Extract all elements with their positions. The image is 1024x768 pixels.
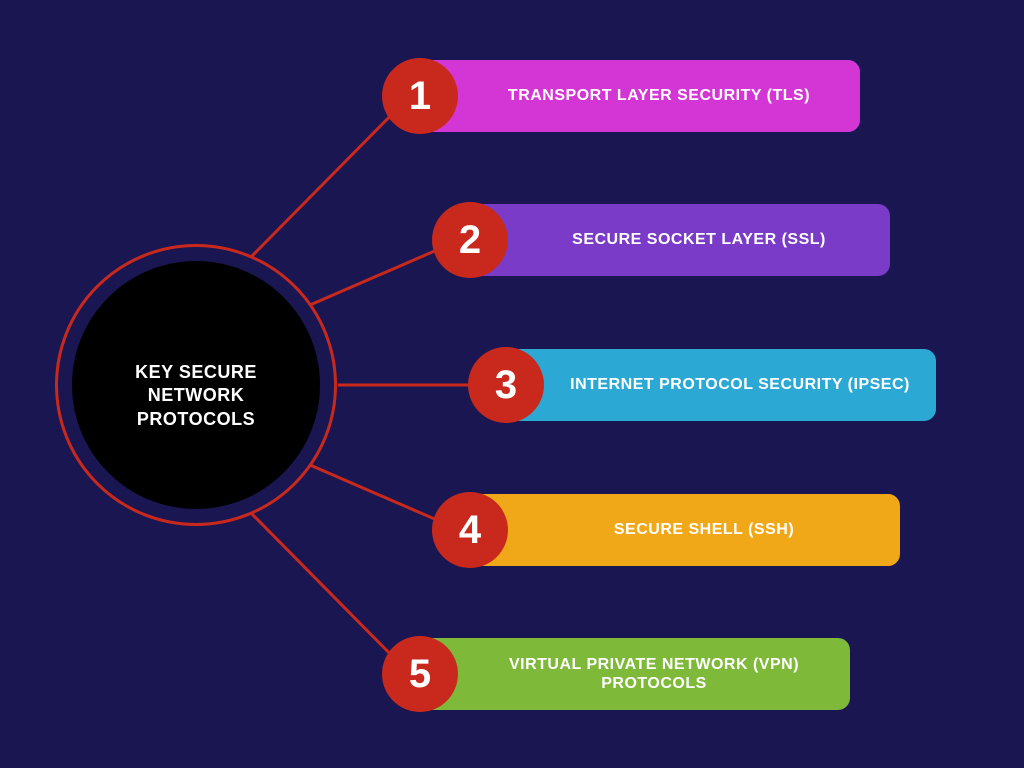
item-bar-5: VIRTUAL PRIVATE NETWORK (VPN) PROTOCOLS [420,638,850,710]
item-bar-1: TRANSPORT LAYER SECURITY (TLS) [420,60,860,132]
item-bar-2: SECURE SOCKET LAYER (SSL) [470,204,890,276]
item-label-1: TRANSPORT LAYER SECURITY (TLS) [478,86,840,105]
connector-line [250,96,410,258]
number-circle-4: 4 [432,492,508,568]
number-circle-5: 5 [382,636,458,712]
item-label-4: SECURE SHELL (SSH) [528,520,880,539]
number-circle-3: 3 [468,347,544,423]
number-text-1: 1 [409,74,431,119]
number-text-5: 5 [409,652,431,697]
item-label-5: VIRTUAL PRIVATE NETWORK (VPN) PROTOCOLS [478,655,830,693]
number-circle-2: 2 [432,202,508,278]
item-bar-3: INTERNET PROTOCOL SECURITY (IPSEC) [506,349,936,421]
item-bar-4: SECURE SHELL (SSH) [470,494,900,566]
item-label-3: INTERNET PROTOCOL SECURITY (IPSEC) [564,375,916,394]
connector-line [250,512,410,674]
number-text-4: 4 [459,508,481,553]
number-circle-1: 1 [382,58,458,134]
item-label-2: SECURE SOCKET LAYER (SSL) [528,230,870,249]
central-title: KEY SECURE NETWORK PROTOCOLS [92,361,300,431]
number-text-3: 3 [495,363,517,408]
number-text-2: 2 [459,218,481,263]
